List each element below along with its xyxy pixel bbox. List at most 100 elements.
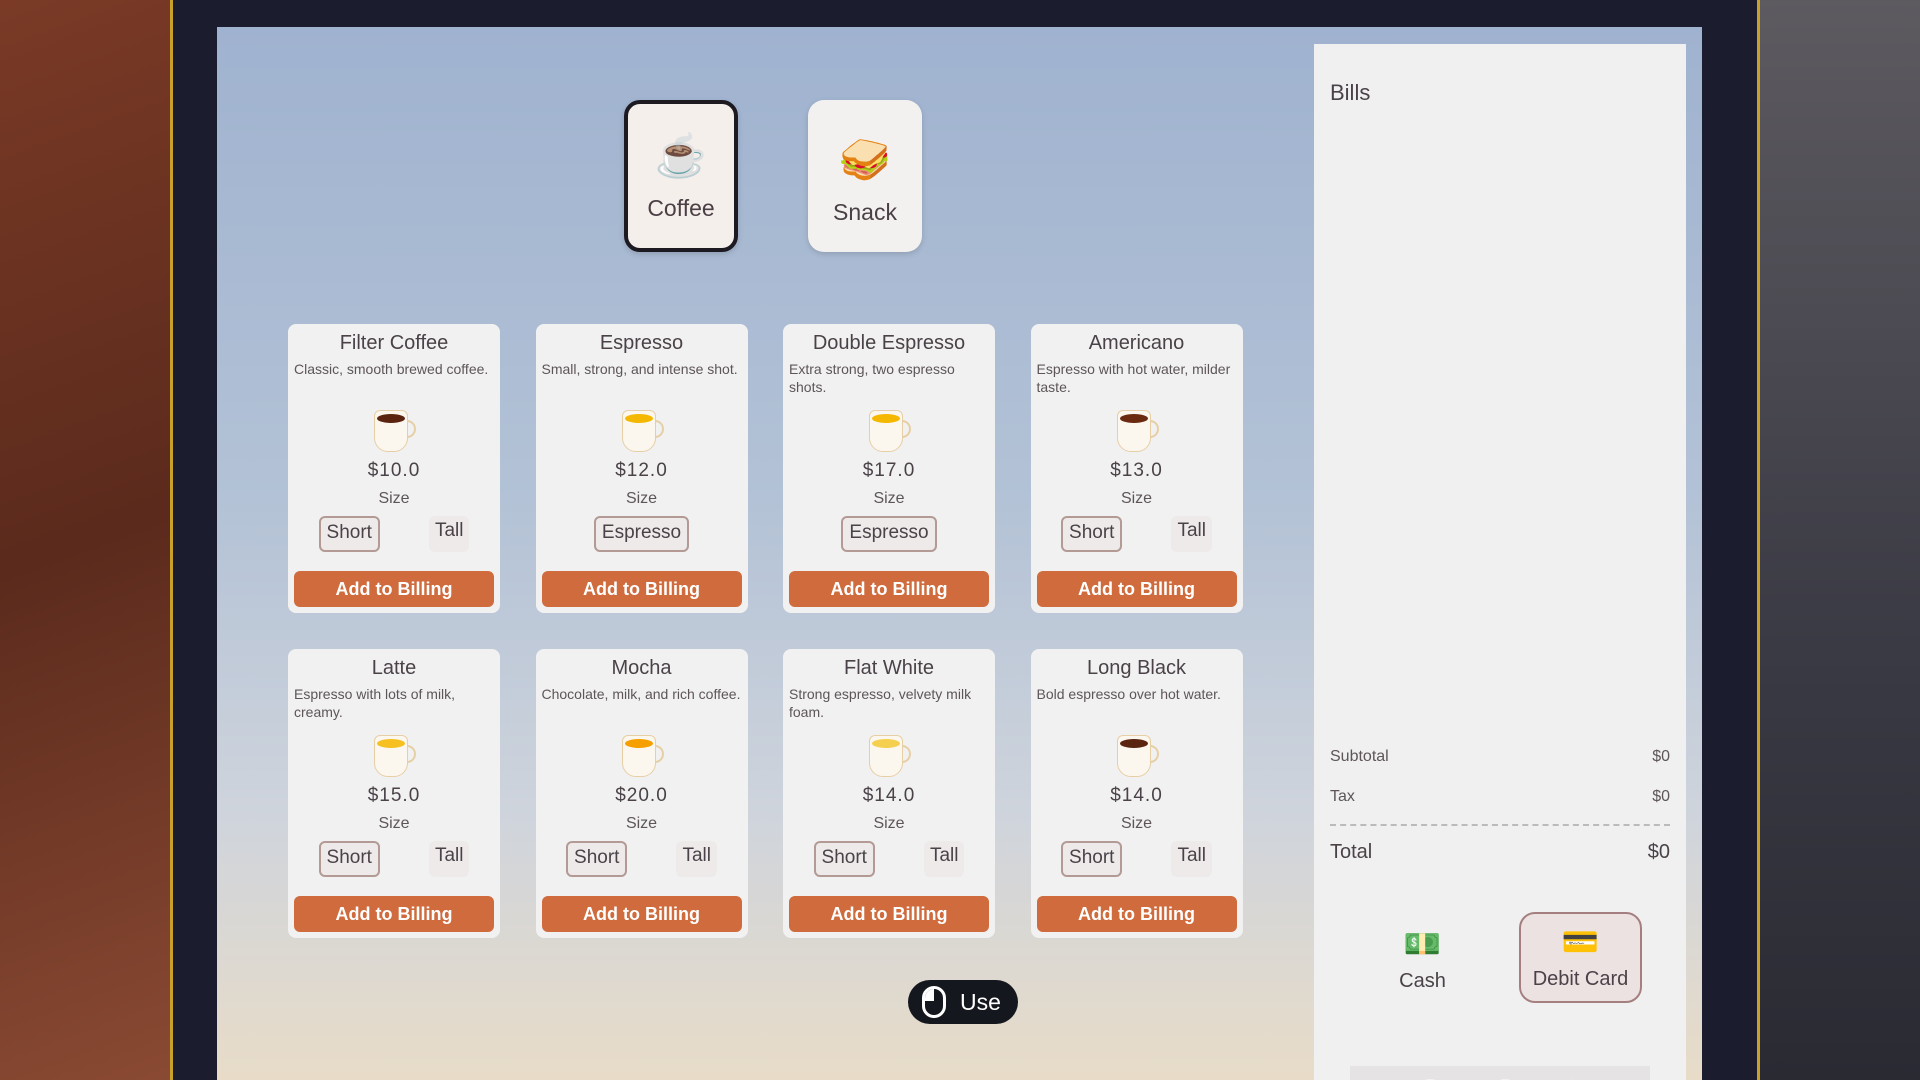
- coffee-cup-icon: [867, 408, 911, 454]
- size-option-tall[interactable]: Tall: [428, 516, 470, 552]
- size-option-short[interactable]: Short: [813, 841, 875, 877]
- size-options: Short Tall: [1037, 841, 1237, 877]
- coffee-cup-icon: [372, 733, 416, 779]
- cash-label: Cash: [1399, 970, 1446, 992]
- size-label: Size: [625, 490, 658, 507]
- product-name: Double Espresso: [812, 332, 966, 354]
- coffee-cup-icon: [1115, 733, 1159, 779]
- product-price: $17.0: [862, 460, 916, 481]
- product-price: $13.0: [1110, 460, 1163, 481]
- add-to-billing-button[interactable]: Add to Billing: [294, 571, 494, 607]
- tab-label: Snack: [833, 199, 897, 225]
- size-label: Size: [625, 815, 658, 832]
- product-card: Filter Coffee Classic, smooth brewed cof…: [288, 324, 500, 613]
- product-name: Flat White: [843, 657, 935, 679]
- add-to-billing-button[interactable]: Add to Billing: [294, 896, 494, 932]
- bills-title: Bills: [1330, 80, 1371, 105]
- total-value: $0: [1647, 841, 1670, 863]
- size-option-tall[interactable]: Tall: [923, 841, 965, 877]
- sandwich-icon: 🥪: [838, 136, 892, 183]
- product-description: Small, strong, and intense shot.: [541, 361, 738, 377]
- coffee-cup-icon: [867, 733, 911, 779]
- product-description: Extra strong, two espresso shots.: [789, 361, 955, 395]
- size-option-espresso[interactable]: Espresso: [593, 516, 690, 552]
- product-description: Espresso with lots of milk, creamy.: [294, 686, 456, 720]
- product-name: Espresso: [599, 332, 684, 354]
- debit-card-label: Debit Card: [1532, 968, 1629, 990]
- coffee-cup-icon: [620, 408, 664, 454]
- coffee-cup-icon: [1115, 408, 1159, 454]
- product-name: Latte: [371, 657, 417, 679]
- mouse-icon: [922, 986, 946, 1018]
- size-options: Short Tall: [789, 841, 989, 877]
- size-option-short[interactable]: Short: [1061, 516, 1123, 552]
- size-options: Short Tall: [294, 516, 494, 552]
- size-options: Short Tall: [294, 841, 494, 877]
- product-price: $20.0: [615, 785, 668, 806]
- size-option-short[interactable]: Short: [318, 516, 380, 552]
- divider: [1330, 824, 1670, 826]
- product-description: Bold espresso over hot water.: [1036, 686, 1221, 702]
- size-option-short[interactable]: Short: [1061, 841, 1123, 877]
- use-hint: Use: [908, 980, 1018, 1024]
- subtotal-value: $0: [1652, 748, 1670, 765]
- total-row: Total $0: [1330, 841, 1670, 864]
- tax-label: Tax: [1330, 788, 1355, 805]
- product-card: Espresso Small, strong, and intense shot…: [535, 324, 748, 613]
- product-price: $14.0: [862, 785, 916, 806]
- add-to-billing-button[interactable]: Add to Billing: [1036, 571, 1237, 607]
- product-price: $10.0: [367, 460, 421, 481]
- subtotal-row: Subtotal $0: [1330, 748, 1670, 766]
- size-option-short[interactable]: Short: [566, 841, 628, 877]
- add-to-billing-button[interactable]: Add to Billing: [789, 571, 989, 607]
- size-option-espresso[interactable]: Espresso: [841, 516, 937, 552]
- tab-coffee[interactable]: ☕ Coffee: [624, 100, 738, 252]
- size-label: Size: [378, 815, 410, 832]
- product-description: Strong espresso, velvety milk foam.: [789, 686, 972, 720]
- size-label: Size: [1120, 815, 1153, 832]
- size-label: Size: [1120, 490, 1153, 507]
- product-description: Classic, smooth brewed coffee.: [294, 361, 489, 377]
- product-name: Filter Coffee: [339, 332, 449, 354]
- coffee-cup-icon: [372, 408, 416, 454]
- cash-button[interactable]: 💵 Cash: [1361, 912, 1484, 1003]
- product-card: Flat White Strong espresso, velvety milk…: [783, 649, 995, 938]
- product-card: Mocha Chocolate, milk, and rich coffee. …: [535, 649, 748, 938]
- add-to-billing-button[interactable]: Add to Billing: [789, 896, 989, 932]
- product-price: $14.0: [1110, 785, 1163, 806]
- use-label: Use: [960, 988, 1001, 1015]
- coffee-cup-icon: ☕: [654, 132, 708, 179]
- product-name: Mocha: [611, 657, 672, 679]
- size-option-short[interactable]: Short: [318, 841, 380, 877]
- add-to-billing-button[interactable]: Add to Billing: [541, 896, 742, 932]
- tax-row: Tax $0: [1330, 788, 1670, 806]
- size-options: Short Tall: [542, 841, 742, 877]
- process-payment-button[interactable]: Process Payment: [1350, 1066, 1650, 1080]
- debit-card-icon: 💳: [1561, 926, 1600, 959]
- size-option-tall[interactable]: Tall: [676, 841, 717, 877]
- product-name: Americano: [1088, 332, 1185, 354]
- subtotal-label: Subtotal: [1330, 748, 1389, 765]
- product-card: Long Black Bold espresso over hot water.…: [1030, 649, 1243, 938]
- size-options: Espresso: [542, 516, 742, 552]
- product-card: Double Espresso Extra strong, two espres…: [783, 324, 995, 613]
- size-option-tall[interactable]: Tall: [428, 841, 470, 877]
- size-option-tall[interactable]: Tall: [1171, 841, 1212, 877]
- product-card: Americano Espresso with hot water, milde…: [1030, 324, 1243, 613]
- tax-value: $0: [1652, 788, 1670, 805]
- coffee-cup-icon: [620, 733, 664, 779]
- product-description: Chocolate, milk, and rich coffee.: [541, 686, 741, 702]
- tab-label: Coffee: [647, 195, 715, 221]
- bills-panel: Bills Subtotal $0 Tax $0 Total $0 💵 Cash 💳 De…: [1314, 44, 1686, 1080]
- product-card: Latte Espresso with lots of milk, creamy…: [288, 649, 500, 938]
- total-label: Total: [1330, 841, 1373, 863]
- background-left: [0, 0, 180, 1080]
- size-option-tall[interactable]: Tall: [1171, 516, 1212, 552]
- tab-snack[interactable]: 🥪 Snack: [808, 100, 922, 252]
- size-label: Size: [873, 490, 905, 507]
- debit-card-button[interactable]: 💳 Debit Card: [1519, 912, 1642, 1003]
- add-to-billing-button[interactable]: Add to Billing: [1036, 896, 1237, 932]
- size-label: Size: [873, 815, 905, 832]
- product-price: $12.0: [615, 460, 668, 481]
- add-to-billing-button[interactable]: Add to Billing: [541, 571, 742, 607]
